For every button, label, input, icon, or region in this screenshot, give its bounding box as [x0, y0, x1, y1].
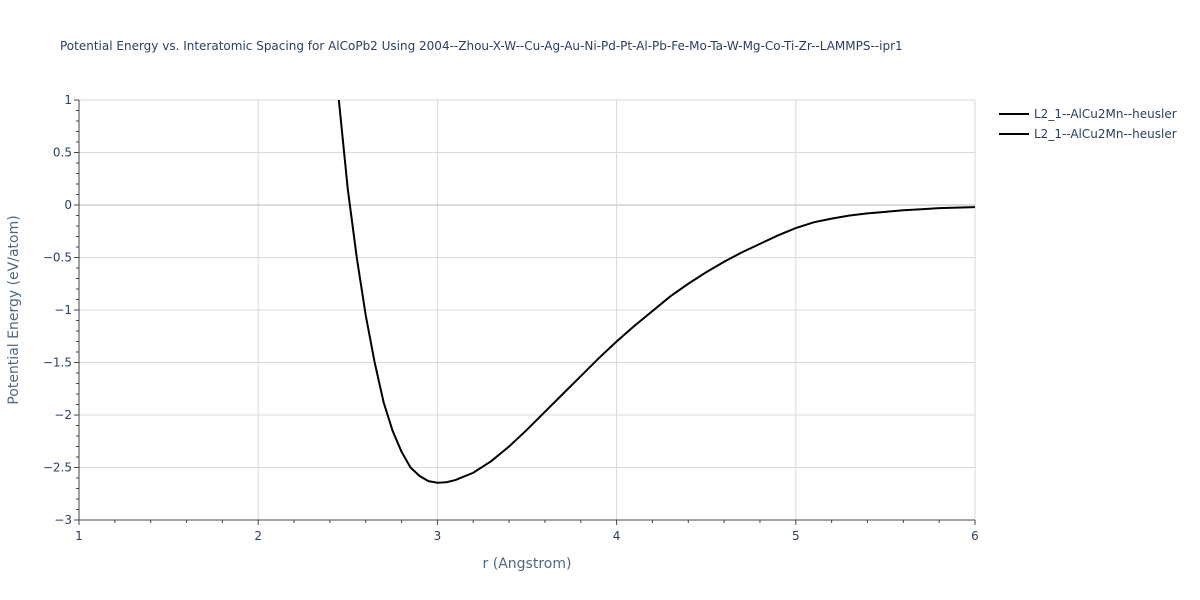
chart-title: Potential Energy vs. Interatomic Spacing…	[60, 39, 903, 53]
x-tick-label: 1	[75, 529, 83, 543]
y-tick-label: −2	[54, 408, 72, 422]
x-tick-label: 4	[613, 529, 621, 543]
axis-layer: 1 2 3 4 5 6 1 0.5 0 −0.5 −1 −1.5 −2 −2.5 −3	[43, 93, 979, 543]
y-tick-label: 0.5	[53, 146, 72, 160]
y-axis-title: Potential Energy (eV/atom)	[6, 215, 22, 404]
y-tick-label: −1.5	[43, 356, 72, 370]
y-tick-label: −3	[54, 513, 72, 527]
y-tick-label: 0	[64, 198, 72, 212]
x-tick-label: 2	[254, 529, 262, 543]
legend-label-1: L2_1--AlCu2Mn--heusler	[1034, 107, 1177, 121]
series-line-1	[337, 100, 975, 484]
legend: L2_1--AlCu2Mn--heusler L2_1--AlCu2Mn--heu…	[999, 107, 1177, 141]
y-tick-label: 1	[64, 93, 72, 107]
legend-label-2: L2_1--AlCu2Mn--heusler	[1034, 127, 1177, 141]
x-tick-label: 5	[792, 529, 800, 543]
y-tick-label: −1	[54, 303, 72, 317]
y-tick-label: −2.5	[43, 461, 72, 475]
x-tick-label: 6	[971, 529, 979, 543]
y-tick-label: −0.5	[43, 251, 72, 265]
x-axis-title: r (Angstrom)	[483, 556, 572, 572]
x-tick-label: 3	[434, 529, 442, 543]
series-layer	[337, 100, 975, 484]
grid-layer	[79, 99, 976, 520]
